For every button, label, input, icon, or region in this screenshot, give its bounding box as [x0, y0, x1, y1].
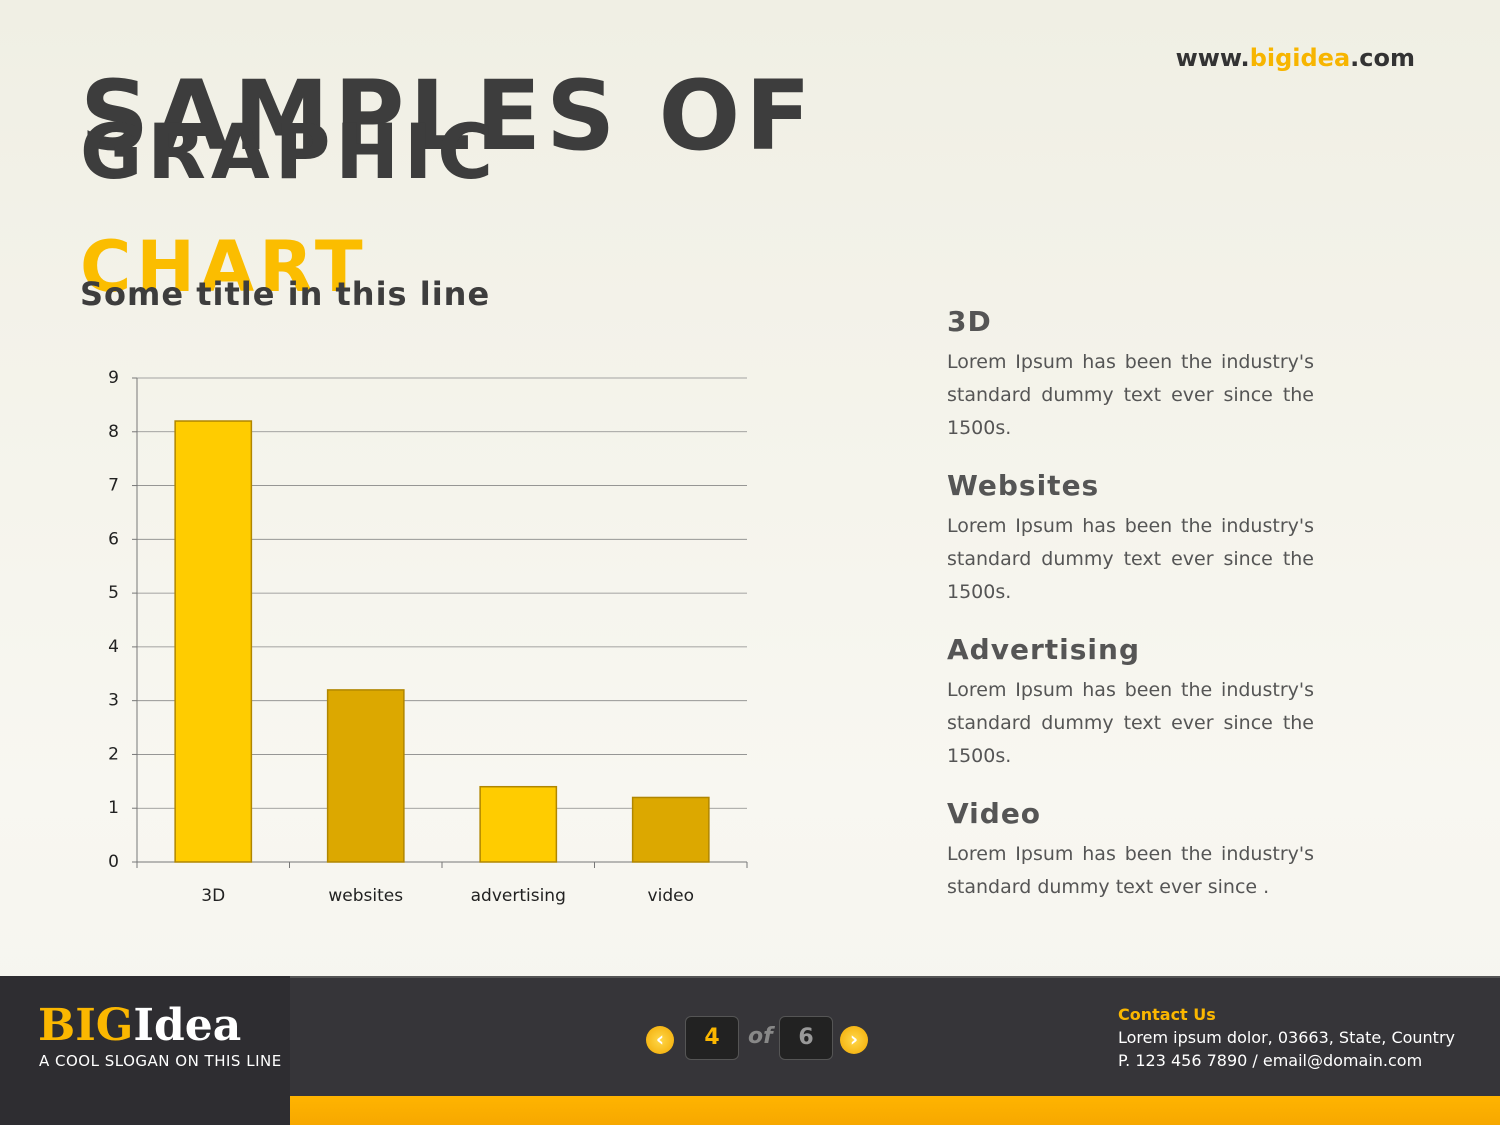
contact-line: P. 123 456 7890 / email@domain.com — [1118, 1051, 1423, 1070]
url-part: .com — [1350, 44, 1415, 72]
url-part: www. — [1175, 44, 1250, 72]
x-tick-label: video — [648, 886, 694, 906]
y-tick-label: 9 — [108, 368, 119, 388]
page-current: 4 — [685, 1016, 739, 1060]
item: Advertising Lorem Ipsum has been the indu… — [947, 633, 1314, 773]
logo-part: BIG — [38, 1000, 134, 1051]
item: Websites Lorem Ipsum has been the industr… — [947, 469, 1314, 609]
chart: 0 1 2 3 4 5 6 7 8 9 3D websites advertising video — [108, 368, 748, 906]
bar — [174, 420, 253, 863]
chart-title: Some title in this line — [80, 275, 491, 313]
bar — [326, 689, 405, 863]
y-tick-label: 1 — [108, 798, 119, 818]
item: 3D Lorem Ipsum has been the industry's st… — [947, 305, 1314, 445]
y-tick-label: 5 — [108, 583, 119, 603]
item-text: Lorem Ipsum has been the industry's stan… — [947, 351, 1314, 439]
item-heading: Video — [947, 797, 1042, 830]
x-tick-label: 3D — [201, 886, 225, 906]
title-highlight: CHART — [80, 226, 368, 308]
y-tick-label: 4 — [108, 637, 119, 657]
item-text: Lorem Ipsum has been the industry's stan… — [947, 843, 1314, 898]
item-heading: 3D — [947, 305, 992, 338]
contact-title: Contact Us — [1118, 1005, 1216, 1024]
prev-button[interactable]: ‹ — [646, 1026, 674, 1054]
bar — [479, 785, 558, 863]
title-line: GRAPHIC — [80, 107, 499, 196]
item-text: Lorem Ipsum has been the industry's stan… — [947, 515, 1314, 603]
slogan: A COOL SLOGAN ON THIS LINE — [39, 1052, 282, 1070]
page-total: 6 — [779, 1016, 833, 1060]
x-tick-label: websites — [328, 886, 403, 906]
logo: BIGIdea — [38, 1000, 241, 1051]
y-tick-label: 0 — [108, 852, 119, 872]
y-tick-label: 8 — [108, 422, 119, 442]
item: Video Lorem Ipsum has been the industry's… — [947, 797, 1314, 904]
page-of: of — [748, 1024, 773, 1049]
item-text: Lorem Ipsum has been the industry's stan… — [947, 679, 1314, 767]
website-url: www.bigidea.com — [1176, 44, 1415, 72]
next-button[interactable]: › — [840, 1026, 868, 1054]
item-heading: Websites — [947, 469, 1100, 502]
logo-part: Idea — [133, 1000, 242, 1051]
item-list: 3D Lorem Ipsum has been the industry's st… — [947, 305, 1314, 928]
y-tick-label: 3 — [108, 691, 119, 711]
y-tick-label: 7 — [108, 476, 119, 496]
y-tick-label: 6 — [108, 529, 119, 549]
url-part: bigidea — [1249, 44, 1351, 72]
item-heading: Advertising — [947, 633, 1140, 666]
contact-line: Lorem ipsum dolor, 03663, State, Country — [1118, 1028, 1455, 1047]
x-tick-label: advertising — [471, 886, 566, 906]
logo-box — [0, 976, 290, 1125]
y-tick-label: 2 — [108, 744, 119, 764]
bar — [631, 796, 710, 863]
title-line: SAMPLES OF — [80, 60, 816, 172]
